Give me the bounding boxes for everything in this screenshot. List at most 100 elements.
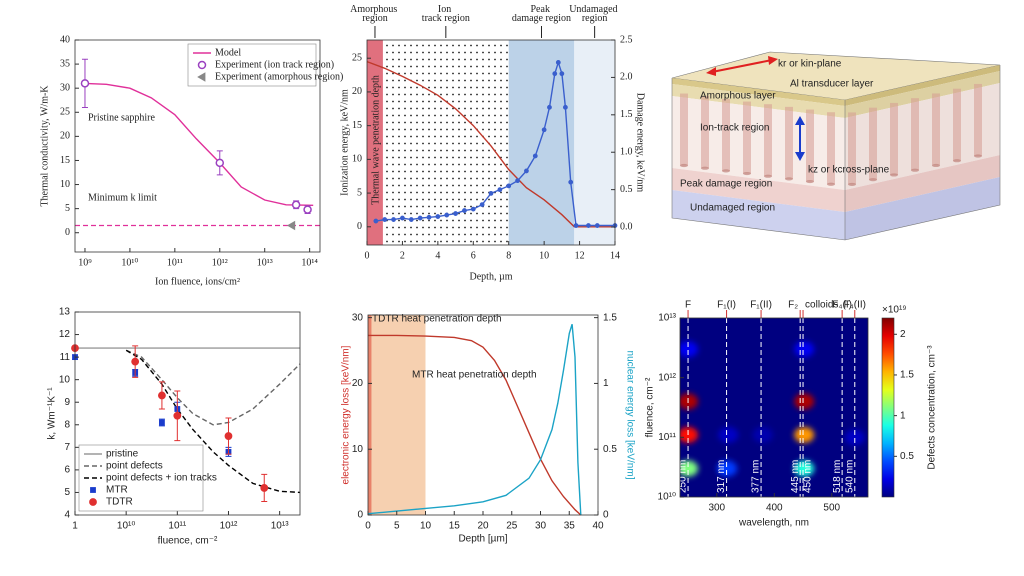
line-label: 445 nm xyxy=(790,460,801,493)
data-point xyxy=(158,391,166,400)
data-point xyxy=(462,208,467,213)
data-point xyxy=(80,79,90,88)
defect-spot xyxy=(680,393,699,410)
y-tick-label: 7 xyxy=(64,442,70,453)
ion-track-rod xyxy=(932,93,940,166)
label-line: Peak xyxy=(531,4,553,15)
x-tick-label: 0 xyxy=(365,250,370,261)
amorphous-label: Amorphous layer xyxy=(700,91,776,102)
series-line xyxy=(367,323,582,516)
ion-track-end xyxy=(701,166,709,170)
data-point xyxy=(260,484,269,492)
series-line xyxy=(84,82,314,206)
region xyxy=(367,40,383,245)
y2-tick-label: 1.5 xyxy=(620,109,633,120)
y-tick-label: 20 xyxy=(60,131,70,142)
y-tick-label: 0 xyxy=(357,510,363,521)
ion-track-end xyxy=(806,179,814,184)
y-tick-label: 9 xyxy=(64,397,70,408)
line-top-label: F₁(II) xyxy=(750,300,772,311)
region xyxy=(368,315,426,515)
data-point xyxy=(488,190,494,196)
data-point xyxy=(559,71,565,77)
legend-label: point defects xyxy=(106,461,163,472)
y-tick-label: 15 xyxy=(60,155,70,166)
y-tick-label: 5 xyxy=(65,203,70,214)
arrow-head xyxy=(795,152,805,161)
defect-spot xyxy=(844,429,865,446)
data-point xyxy=(555,60,561,65)
in-plane-arrow xyxy=(711,59,773,73)
undamaged-label: Undamaged region xyxy=(690,203,775,214)
data-point xyxy=(568,179,574,185)
data-point xyxy=(552,71,558,77)
line-top-label: colloids xyxy=(805,300,838,311)
y-tick-label: 5 xyxy=(64,487,70,498)
x-axis-label: fluence, cm⁻² xyxy=(158,536,218,547)
line-label: 317 nm xyxy=(716,460,727,493)
y-tick-label: 10 xyxy=(352,444,364,455)
label-line: track region xyxy=(422,13,470,24)
layer-undamaged xyxy=(672,190,845,240)
colorbar-label: Defects concentration, cm⁻³ xyxy=(927,345,938,470)
region-label: Peak damage region xyxy=(512,4,571,24)
data-point xyxy=(515,178,520,184)
ion-track-end xyxy=(869,178,877,182)
in-plane-label: kr or kin-plane xyxy=(778,59,842,70)
region-label: Amorphous region xyxy=(350,4,400,24)
y-tick-label: 10¹³ xyxy=(658,313,676,324)
x-tick-label: 40 xyxy=(592,521,604,532)
ion-track-label: Ion-track region xyxy=(700,123,769,134)
x-tick-label: 10¹⁰ xyxy=(117,521,135,532)
series-line xyxy=(125,349,301,426)
y-tick-label: 0 xyxy=(65,227,70,238)
y-tick-label: 10¹² xyxy=(658,372,676,383)
label-line: Amorphous xyxy=(350,4,400,15)
data-point xyxy=(286,220,296,231)
region xyxy=(574,40,615,245)
data-point xyxy=(586,223,591,228)
y2-tick-label: 0 xyxy=(603,510,609,521)
y-tick-label: 35 xyxy=(60,58,70,69)
line-label: 518 nm xyxy=(832,460,843,493)
y2-tick-label: 1.0 xyxy=(620,147,633,158)
annotation: MTR heat penetration depth xyxy=(412,370,537,381)
line-top-label: F₂ xyxy=(788,300,798,311)
ion-track-rod xyxy=(848,112,856,185)
ion-tracks xyxy=(680,83,982,187)
legend-box xyxy=(187,43,317,87)
y2-tick-label: 0.5 xyxy=(603,444,617,455)
x-tick-label: 8 xyxy=(506,250,511,261)
x-axis-label: Depth, µm xyxy=(470,271,513,282)
y2-axis-label: nuclear energy loss [keV/nm] xyxy=(624,351,635,480)
ion-track-end xyxy=(680,163,688,168)
ion-track-end xyxy=(848,182,856,187)
transducer-label: Al transducer layer xyxy=(790,79,874,90)
y2-axis-label: Damage energy, keV/nm xyxy=(635,93,646,193)
x-tick-label: 500 xyxy=(823,503,840,514)
defect-spot xyxy=(680,341,699,358)
x-tick-label: 10¹¹ xyxy=(168,521,186,532)
region-label: Undamaged region xyxy=(569,4,620,24)
legend-label: point defects + ion tracks xyxy=(106,473,217,484)
legend-label: Model xyxy=(215,47,241,58)
data-point xyxy=(563,104,568,110)
colorbar-tick-label: 1 xyxy=(900,410,906,421)
legend-label: Experiment (ion track region) xyxy=(215,59,334,70)
label-line: region xyxy=(582,13,608,24)
line-top-label: F₄(II) xyxy=(844,300,866,311)
x-tick-label: 0 xyxy=(365,521,371,532)
ion-track-rod xyxy=(911,98,919,171)
y2-tick-label: 1 xyxy=(603,378,609,389)
data-point xyxy=(408,217,414,222)
x-tick-label: 10¹⁴ xyxy=(301,257,318,268)
legend-box xyxy=(78,444,204,512)
legend-marker xyxy=(90,487,96,493)
line-top-label: F₄(I) xyxy=(832,300,852,311)
x-tick-label: 10¹³ xyxy=(271,521,289,532)
annotation: Minimum k limit xyxy=(88,192,157,203)
line-top-label: F xyxy=(685,300,691,311)
y-axis-label: Ionization energy, keV/nm xyxy=(339,89,350,196)
arrow-head xyxy=(795,116,805,125)
